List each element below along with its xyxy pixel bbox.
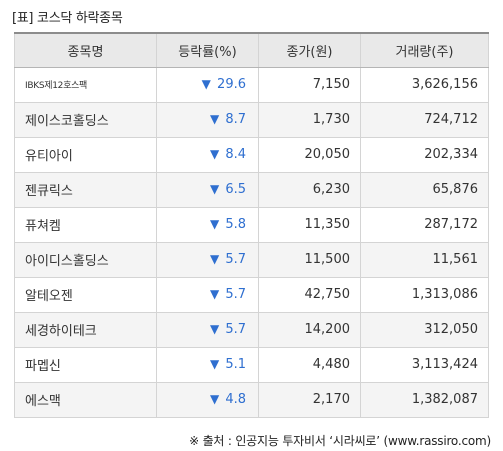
trading-volume: 1,382,087 bbox=[360, 382, 489, 418]
down-arrow-icon: ▼ bbox=[209, 287, 220, 301]
stock-name: 에스맥 bbox=[14, 382, 157, 418]
trading-volume: 3,626,156 bbox=[360, 67, 489, 103]
change-rate: 5.7 bbox=[225, 287, 246, 302]
closing-price: 6,230 bbox=[258, 172, 361, 208]
change-rate: 4.8 bbox=[225, 392, 246, 407]
change-rate: 8.4 bbox=[225, 147, 246, 162]
trading-volume: 312,050 bbox=[360, 312, 489, 348]
declining-stocks-table: 종목명 등락률(%) 종가(원) 거래량(주) IBKS제12호스팩 ▼ 29.… bbox=[14, 32, 489, 418]
closing-price: 4,480 bbox=[258, 347, 361, 383]
down-arrow-icon: ▼ bbox=[209, 182, 220, 196]
change-rate-cell: ▼ 5.7 bbox=[156, 312, 259, 348]
down-arrow-icon: ▼ bbox=[209, 112, 220, 126]
table-row: 유티아이 ▼ 8.4 20,050 202,334 bbox=[14, 137, 489, 173]
column-header-name: 종목명 bbox=[14, 33, 157, 68]
trading-volume: 65,876 bbox=[360, 172, 489, 208]
down-arrow-icon: ▼ bbox=[209, 147, 220, 161]
column-header-close: 종가(원) bbox=[258, 33, 361, 68]
closing-price: 14,200 bbox=[258, 312, 361, 348]
trading-volume: 11,561 bbox=[360, 242, 489, 278]
down-arrow-icon: ▼ bbox=[201, 77, 211, 91]
trading-volume: 202,334 bbox=[360, 137, 489, 173]
change-rate-cell: ▼ 5.7 bbox=[156, 242, 259, 278]
down-arrow-icon: ▼ bbox=[209, 217, 220, 231]
stock-name: 유티아이 bbox=[14, 137, 157, 173]
change-rate-cell: ▼ 5.7 bbox=[156, 277, 259, 313]
closing-price: 42,750 bbox=[258, 277, 361, 313]
change-rate-cell: ▼ 8.4 bbox=[156, 137, 259, 173]
closing-price: 20,050 bbox=[258, 137, 361, 173]
table-row: 파멥신 ▼ 5.1 4,480 3,113,424 bbox=[14, 347, 489, 383]
change-rate-cell: ▼ 5.8 bbox=[156, 207, 259, 243]
stock-name: 아이디스홀딩스 bbox=[14, 242, 157, 278]
trading-volume: 1,313,086 bbox=[360, 277, 489, 313]
stock-name: 알테오젠 bbox=[14, 277, 157, 313]
change-rate: 29.6 bbox=[217, 77, 246, 92]
page-title: [표] 코스닥 하락종목 bbox=[12, 11, 123, 26]
table-row: 에스맥 ▼ 4.8 2,170 1,382,087 bbox=[14, 382, 489, 418]
closing-price: 7,150 bbox=[258, 67, 361, 103]
table-row: 제이스코홀딩스 ▼ 8.7 1,730 724,712 bbox=[14, 102, 489, 138]
change-rate: 5.7 bbox=[225, 322, 246, 337]
closing-price: 1,730 bbox=[258, 102, 361, 138]
stock-name: 제이스코홀딩스 bbox=[14, 102, 157, 138]
change-rate-cell: ▼ 8.7 bbox=[156, 102, 259, 138]
stock-name: 세경하이테크 bbox=[14, 312, 157, 348]
table-row: 세경하이테크 ▼ 5.7 14,200 312,050 bbox=[14, 312, 489, 348]
table-row: 젠큐릭스 ▼ 6.5 6,230 65,876 bbox=[14, 172, 489, 208]
table-row: IBKS제12호스팩 ▼ 29.6 7,150 3,626,156 bbox=[14, 67, 489, 103]
source-note: ※ 출처 : 인공지능 투자비서 ‘시라씨로’ (www.rassiro.com… bbox=[189, 434, 491, 448]
change-rate: 5.7 bbox=[225, 252, 246, 267]
table-row: 퓨쳐켐 ▼ 5.8 11,350 287,172 bbox=[14, 207, 489, 243]
change-rate: 5.8 bbox=[225, 217, 246, 232]
trading-volume: 287,172 bbox=[360, 207, 489, 243]
down-arrow-icon: ▼ bbox=[209, 392, 220, 406]
stock-name: 파멥신 bbox=[14, 347, 157, 383]
table-row: 아이디스홀딩스 ▼ 5.7 11,500 11,561 bbox=[14, 242, 489, 278]
stock-name: IBKS제12호스팩 bbox=[14, 67, 157, 103]
down-arrow-icon: ▼ bbox=[209, 322, 220, 336]
stock-name: 젠큐릭스 bbox=[14, 172, 157, 208]
trading-volume: 3,113,424 bbox=[360, 347, 489, 383]
column-header-volume: 거래량(주) bbox=[360, 33, 489, 68]
down-arrow-icon: ▼ bbox=[209, 252, 220, 266]
table-row: 알테오젠 ▼ 5.7 42,750 1,313,086 bbox=[14, 277, 489, 313]
down-arrow-icon: ▼ bbox=[209, 357, 220, 371]
change-rate-cell: ▼ 29.6 bbox=[156, 67, 259, 103]
closing-price: 2,170 bbox=[258, 382, 361, 418]
table-header-row: 종목명 등락률(%) 종가(원) 거래량(주) bbox=[14, 33, 489, 68]
change-rate: 6.5 bbox=[225, 182, 246, 197]
change-rate: 5.1 bbox=[225, 357, 246, 372]
change-rate-cell: ▼ 5.1 bbox=[156, 347, 259, 383]
stock-name: 퓨쳐켐 bbox=[14, 207, 157, 243]
trading-volume: 724,712 bbox=[360, 102, 489, 138]
change-rate: 8.7 bbox=[225, 112, 246, 127]
change-rate-cell: ▼ 4.8 bbox=[156, 382, 259, 418]
change-rate-cell: ▼ 6.5 bbox=[156, 172, 259, 208]
closing-price: 11,350 bbox=[258, 207, 361, 243]
column-header-rate: 등락률(%) bbox=[156, 33, 259, 68]
closing-price: 11,500 bbox=[258, 242, 361, 278]
